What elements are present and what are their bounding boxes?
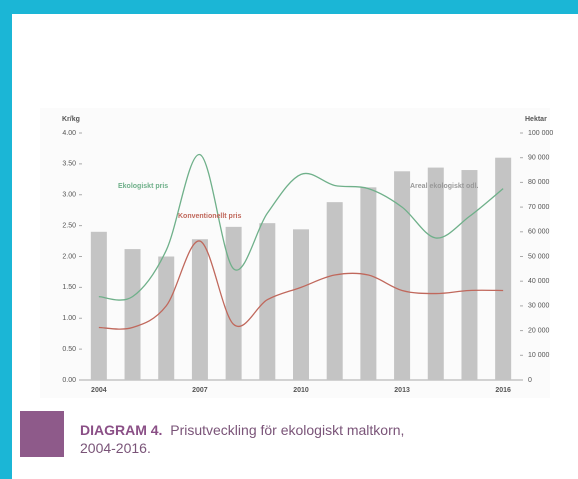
bar [90, 231, 107, 380]
y2-tick-label: 10 000 [528, 352, 550, 359]
y2-tick-label: 50 000 [528, 253, 550, 260]
series-label: Ekologiskt pris [118, 183, 168, 190]
series-label: Areal ekologiskt odl. [410, 183, 479, 190]
x-tick-label: 2013 [394, 387, 410, 394]
bar [124, 249, 141, 380]
series-label: Konventionellt pris [178, 213, 242, 220]
y2-tick-label: 60 000 [528, 229, 550, 236]
y-tick-label: 1.00 [62, 315, 76, 322]
bar [259, 223, 276, 380]
bar [225, 226, 242, 380]
y-axis-label: Kr/kg [62, 116, 80, 123]
bar [495, 157, 512, 380]
caption-swatch [20, 411, 64, 457]
y2-tick-label: 30 000 [528, 303, 550, 310]
caption-text: Prisutveckling för ekologiskt maltkorn, … [80, 422, 405, 456]
line [98, 153, 504, 301]
y-tick-label: 0.00 [62, 377, 76, 384]
y2-tick-label: 20 000 [528, 327, 550, 334]
y2-tick-label: 100 000 [528, 130, 553, 137]
y2-tick-label: 40 000 [528, 278, 550, 285]
y2-axis-label: Hektar [525, 116, 547, 123]
x-tick-label: 2010 [293, 387, 309, 394]
line [98, 240, 504, 330]
bar [191, 239, 208, 380]
x-tick-label: 2007 [192, 387, 208, 394]
x-tick-label: 2016 [495, 387, 511, 394]
bar [158, 256, 175, 380]
x-tick-label: 2004 [91, 387, 107, 394]
bar [461, 170, 478, 380]
y2-tick-label: 0 [528, 377, 532, 384]
bar [293, 229, 309, 380]
y-tick-label: 3.00 [62, 192, 76, 199]
caption-label: DIAGRAM 4. [80, 422, 163, 438]
y-tick-label: 2.00 [62, 253, 76, 260]
left-border [0, 0, 12, 479]
y2-tick-label: 70 000 [528, 204, 550, 211]
bar [326, 202, 343, 380]
y2-tick-label: 80 000 [528, 179, 550, 186]
bar [360, 187, 377, 380]
bar [394, 171, 411, 380]
y-tick-label: 4.00 [62, 130, 76, 137]
y-tick-label: 3.50 [62, 161, 76, 168]
y-tick-label: 1.50 [62, 284, 76, 291]
top-border [0, 0, 578, 14]
caption: DIAGRAM 4. Prisutveckling för ekologiskt… [80, 421, 410, 457]
y2-tick-label: 90 000 [528, 155, 550, 162]
y-tick-label: 0.50 [62, 346, 76, 353]
y-tick-label: 2.50 [62, 222, 76, 229]
bar [427, 167, 444, 380]
